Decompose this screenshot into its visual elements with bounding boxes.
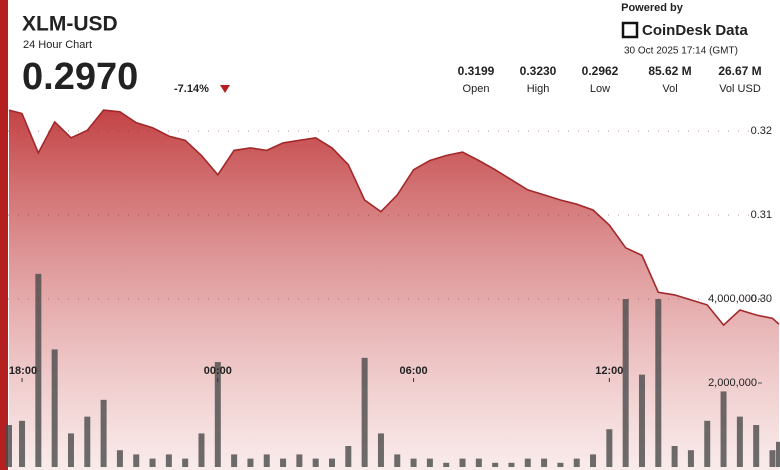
volume-bar bbox=[247, 458, 254, 467]
stat-label: Vol USD bbox=[719, 83, 761, 95]
volume-bar bbox=[296, 454, 303, 467]
price-line bbox=[8, 109, 780, 327]
x-tick-label: 06:00 bbox=[400, 365, 428, 377]
volume-bar bbox=[19, 420, 26, 467]
accent-bar bbox=[0, 0, 8, 470]
volume-bar bbox=[590, 454, 597, 467]
volume-bar bbox=[100, 399, 107, 467]
volume-bar bbox=[671, 446, 678, 467]
y2-tick-label: 4,000,000 bbox=[708, 293, 757, 305]
volume-bar bbox=[377, 433, 384, 467]
volume-bar bbox=[524, 458, 531, 467]
volume-bar bbox=[5, 425, 12, 467]
volume-bar bbox=[704, 420, 711, 467]
powered-by: Powered by bbox=[621, 2, 684, 14]
price-area bbox=[9, 110, 779, 470]
volume-bar bbox=[35, 273, 42, 467]
stat-label: Open bbox=[463, 83, 490, 95]
volume-bar bbox=[720, 391, 727, 467]
volume-bar bbox=[312, 458, 319, 467]
volume-bar bbox=[776, 441, 780, 467]
volume-bar bbox=[557, 462, 564, 467]
volume-bar bbox=[492, 462, 499, 467]
x-tick-label: 12:00 bbox=[595, 365, 623, 377]
x-tick-label: 00:00 bbox=[204, 365, 232, 377]
stat-label: Low bbox=[590, 83, 610, 95]
price: 0.2970 bbox=[22, 56, 138, 98]
volume-bar bbox=[329, 458, 336, 467]
volume-bar bbox=[638, 374, 645, 467]
volume-bar bbox=[573, 458, 580, 467]
volume-bar bbox=[508, 462, 515, 467]
volume-bar bbox=[443, 462, 450, 467]
volume-bar bbox=[606, 429, 613, 467]
subtitle: 24 Hour Chart bbox=[23, 39, 92, 51]
volume-bar bbox=[51, 349, 58, 467]
volume-bar bbox=[687, 450, 694, 467]
stat-value: 0.3230 bbox=[520, 64, 557, 78]
stat-value: 26.67 M bbox=[718, 64, 761, 78]
volume-bar bbox=[280, 458, 287, 467]
volume-bar bbox=[214, 362, 221, 467]
x-tick-label: 18:00 bbox=[9, 365, 37, 377]
volume-bar bbox=[410, 458, 417, 467]
volume-bar bbox=[198, 433, 205, 467]
symbol: XLM-USD bbox=[22, 13, 118, 36]
volume-bar bbox=[116, 450, 123, 467]
volume-bar bbox=[736, 416, 743, 467]
stat-value: 0.2962 bbox=[582, 64, 619, 78]
volume-bar bbox=[67, 433, 74, 467]
volume-bar bbox=[475, 458, 482, 467]
stat-value: 85.62 M bbox=[648, 64, 691, 78]
volume-bar bbox=[149, 458, 156, 467]
volume-bar bbox=[133, 454, 140, 467]
down-arrow bbox=[220, 85, 230, 93]
stats: 0.3199 Open 0.3230 High 0.2962 Low 85.62 M Vol 2… bbox=[458, 64, 762, 95]
timestamp: 30 Oct 2025 17:14 (GMT) bbox=[624, 46, 738, 57]
volume-bar bbox=[622, 299, 629, 467]
brand-logo bbox=[621, 21, 639, 39]
volume-bar bbox=[459, 458, 466, 467]
volume-bar bbox=[769, 450, 776, 467]
volume-bar bbox=[426, 458, 433, 467]
y-tick-label: 0.31 bbox=[751, 209, 772, 221]
brand: CoinDesk Data bbox=[642, 22, 749, 39]
volume-bar bbox=[84, 416, 91, 467]
volume-bar bbox=[753, 425, 760, 467]
change: -7.14% bbox=[174, 83, 209, 95]
volume-bar bbox=[182, 458, 189, 467]
volume-bar bbox=[231, 454, 238, 467]
volume-bar bbox=[655, 299, 662, 467]
volume-bar bbox=[541, 458, 548, 467]
y2-tick-label: 2,000,000 bbox=[708, 377, 757, 389]
stat-value: 0.3199 bbox=[458, 64, 495, 78]
volume-bar bbox=[165, 454, 172, 467]
volume-bar bbox=[361, 357, 368, 467]
y-tick-label: 0.32 bbox=[751, 125, 772, 137]
stat-label: Vol bbox=[662, 83, 677, 95]
volume-bar bbox=[263, 454, 270, 467]
stat-label: High bbox=[527, 83, 550, 95]
volume-bar bbox=[394, 454, 401, 467]
volume-bar bbox=[345, 446, 352, 467]
